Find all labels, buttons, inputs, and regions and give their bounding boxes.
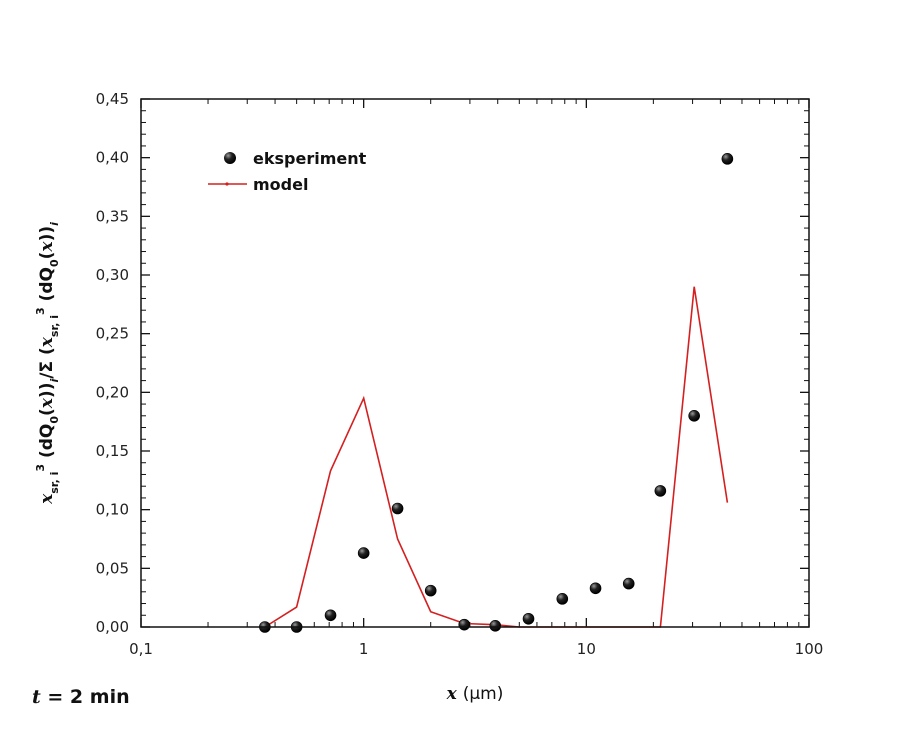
data-point-eksperiment bbox=[522, 612, 535, 625]
svg-text:x (μm): x (μm) bbox=[446, 684, 504, 704]
x-axis-var: x bbox=[446, 684, 458, 704]
legend: eksperiment model bbox=[208, 149, 367, 194]
data-point-eksperiment bbox=[654, 485, 667, 497]
data-point-eksperiment bbox=[589, 582, 602, 595]
y-tick-label: 0,25 bbox=[96, 325, 129, 343]
y-tick-label: 0,10 bbox=[96, 501, 129, 519]
y-tick-label: 0,45 bbox=[96, 90, 129, 108]
svg-text:xsr, i3 (dQ0(x))i/Σ (xsr, i3 (: xsr, i3 (dQ0(x))i/Σ (xsr, i3 (dQ0(x))i bbox=[34, 222, 61, 505]
y-tick-label: 0,30 bbox=[96, 266, 129, 284]
data-point-eksperiment bbox=[688, 409, 700, 422]
series-eksperiment bbox=[259, 153, 734, 633]
data-point-eksperiment bbox=[324, 609, 337, 622]
y-axis-title: xsr, i3 (dQ0(x))i/Σ (xsr, i3 (dQ0(x))i bbox=[34, 222, 61, 505]
x-axis-title: x (μm) bbox=[446, 684, 504, 704]
legend-label-eksperiment: eksperiment bbox=[253, 149, 367, 168]
data-point-eksperiment bbox=[556, 593, 569, 605]
plot-frame bbox=[140, 98, 810, 628]
legend-label-model: model bbox=[253, 175, 308, 194]
time-annotation: t = 2 min bbox=[32, 686, 130, 708]
data-point-eksperiment bbox=[458, 618, 471, 631]
y-tick-label: 0,40 bbox=[96, 149, 129, 167]
x-tick-label: 1 bbox=[359, 640, 369, 658]
y-tick-label: 0,05 bbox=[96, 559, 129, 577]
time-value: = 2 min bbox=[40, 686, 130, 708]
minor-ticks bbox=[141, 99, 809, 627]
data-point-eksperiment bbox=[721, 153, 734, 165]
tick-labels: 0,1 1 10 100 0,00 0,05 0,10 0,15 0,20 0,25 0,30 0,3… bbox=[96, 90, 824, 658]
data-point-eksperiment bbox=[424, 584, 437, 597]
data-point-eksperiment bbox=[622, 577, 635, 590]
x-tick-label: 0,1 bbox=[129, 640, 153, 658]
y-tick-label: 0,35 bbox=[96, 207, 129, 225]
data-point-eksperiment bbox=[489, 620, 502, 632]
y-tick-label: 0,15 bbox=[96, 442, 129, 460]
y-tick-label: 0,00 bbox=[96, 618, 129, 636]
time-var: t bbox=[32, 686, 41, 708]
legend-marker-eksperiment bbox=[224, 152, 236, 164]
data-point-eksperiment bbox=[391, 502, 404, 515]
y-tick-label: 0,20 bbox=[96, 383, 129, 401]
x-tick-label: 100 bbox=[795, 640, 824, 658]
data-point-eksperiment bbox=[357, 547, 370, 559]
x-tick-label: 10 bbox=[577, 640, 596, 658]
legend-line-marker bbox=[225, 182, 229, 186]
